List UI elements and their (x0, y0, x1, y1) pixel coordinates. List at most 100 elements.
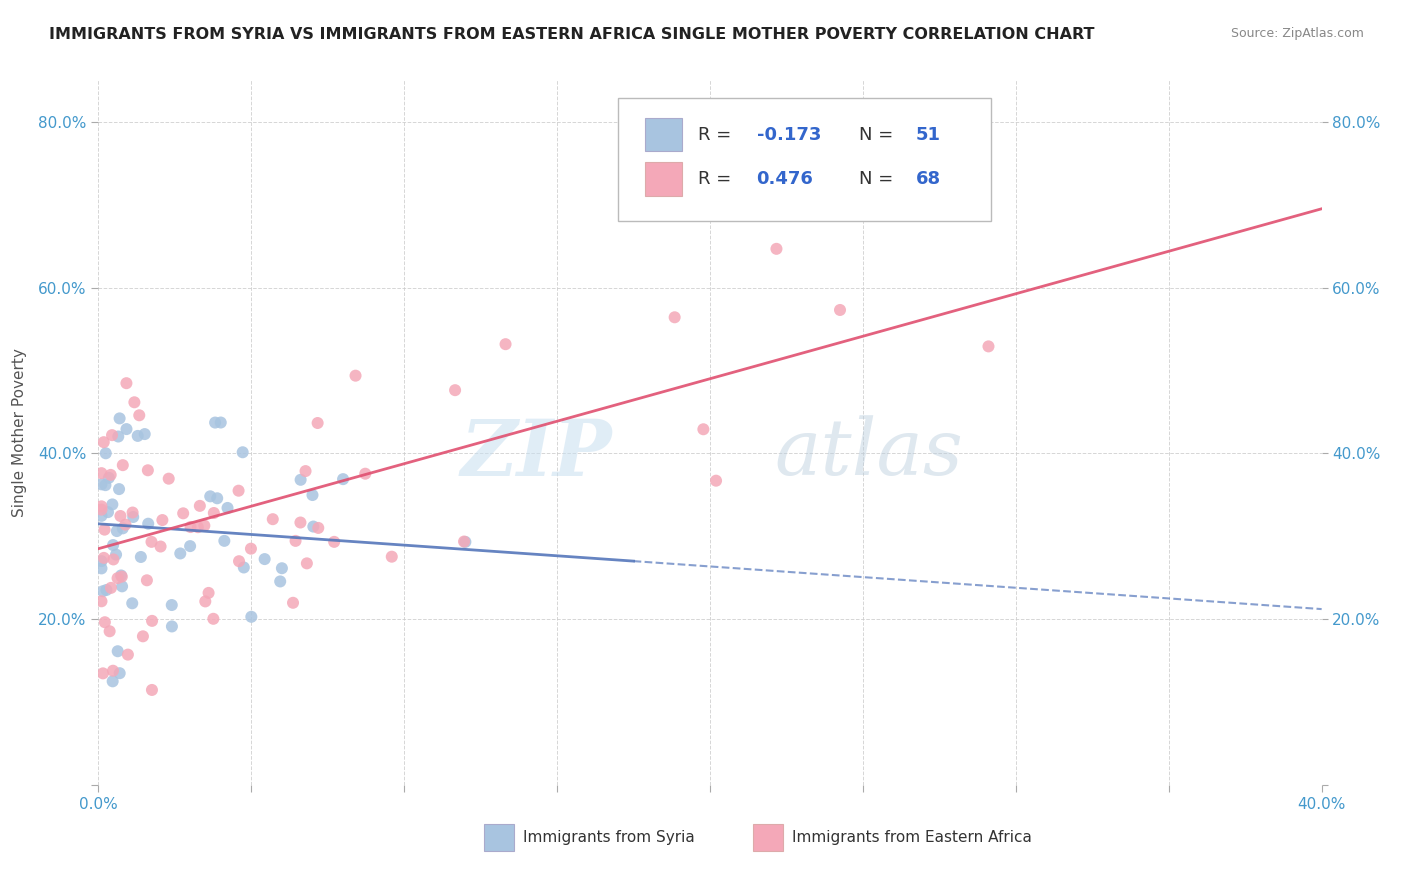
Point (977, 339, 1000, 353)
Point (149, 540, 172, 554)
Point (101, 498, 124, 512)
Point (262, 512, 284, 526)
Point (240, 609, 263, 624)
Point (107, 429, 129, 443)
Point (765, 242, 787, 256)
Text: ZIP: ZIP (461, 416, 612, 492)
Point (100, 581, 122, 595)
Point (97, 471, 120, 485)
Point (107, 644, 129, 658)
Point (205, 491, 228, 506)
Point (193, 518, 215, 533)
Point (290, 473, 312, 487)
Point (444, 383, 467, 397)
Point (110, 568, 132, 582)
Point (169, 546, 191, 560)
Point (160, 598, 183, 612)
Point (93, 523, 115, 537)
Point (828, 303, 851, 318)
Point (91, 584, 114, 599)
Point (111, 458, 134, 472)
Text: 0.476: 0.476 (756, 170, 814, 188)
Point (214, 533, 236, 548)
Y-axis label: Single Mother Poverty: Single Mother Poverty (13, 348, 27, 517)
Point (295, 557, 318, 571)
Point (90, 502, 112, 516)
Point (453, 534, 475, 549)
Point (94, 478, 117, 492)
Point (209, 416, 232, 430)
Bar (645, 118, 682, 152)
Point (117, 648, 139, 662)
Point (157, 472, 180, 486)
Point (301, 488, 323, 502)
Point (281, 596, 304, 610)
Point (90, 561, 112, 575)
Point (141, 534, 163, 549)
Point (197, 586, 219, 600)
Point (90, 594, 112, 608)
FancyBboxPatch shape (619, 98, 991, 221)
Point (101, 538, 124, 552)
Point (134, 427, 156, 442)
Point (270, 561, 292, 575)
Point (93, 435, 115, 450)
Point (284, 533, 307, 548)
Point (344, 368, 367, 383)
Point (202, 612, 225, 626)
Point (179, 539, 201, 553)
Point (101, 428, 124, 442)
Point (172, 506, 194, 520)
Point (90, 466, 112, 480)
Point (127, 429, 149, 443)
Text: Immigrants from Syria: Immigrants from Syria (523, 830, 695, 846)
Point (110, 508, 132, 523)
Point (114, 517, 136, 532)
Point (111, 569, 134, 583)
Point (132, 629, 155, 643)
Point (228, 554, 250, 568)
Point (124, 395, 146, 409)
Point (200, 489, 222, 503)
Point (381, 549, 404, 564)
Point (103, 552, 125, 566)
Point (135, 574, 157, 588)
Text: IMMIGRANTS FROM SYRIA VS IMMIGRANTS FROM EASTERN AFRICA SINGLE MOTHER POVERTY CO: IMMIGRANTS FROM SYRIA VS IMMIGRANTS FROM… (49, 27, 1095, 42)
Text: 51: 51 (915, 126, 941, 144)
Point (105, 524, 128, 538)
Point (121, 506, 143, 520)
Point (204, 416, 226, 430)
Point (217, 500, 239, 515)
Point (108, 482, 131, 496)
Point (136, 516, 159, 531)
Point (128, 409, 150, 423)
Point (202, 506, 225, 520)
Text: Source: ZipAtlas.com: Source: ZipAtlas.com (1230, 27, 1364, 40)
Text: Immigrants from Eastern Africa: Immigrants from Eastern Africa (792, 830, 1032, 846)
Point (302, 519, 325, 533)
Point (253, 552, 276, 566)
Point (94, 446, 117, 460)
Point (105, 548, 128, 562)
Point (141, 682, 163, 697)
Point (90, 477, 112, 491)
Text: -0.173: -0.173 (756, 126, 821, 144)
Text: 68: 68 (915, 170, 941, 188)
Point (129, 549, 152, 564)
Point (323, 534, 346, 549)
Point (111, 579, 134, 593)
Point (97, 505, 120, 519)
Text: N =: N = (859, 126, 900, 144)
Point (90, 508, 112, 523)
Point (101, 674, 124, 689)
Point (94, 615, 117, 630)
Point (141, 614, 163, 628)
Point (101, 664, 124, 678)
Point (115, 376, 138, 391)
Point (187, 520, 209, 534)
Point (664, 310, 686, 325)
Point (194, 594, 217, 608)
Point (180, 520, 202, 534)
Bar (484, 824, 515, 851)
Point (294, 464, 316, 478)
